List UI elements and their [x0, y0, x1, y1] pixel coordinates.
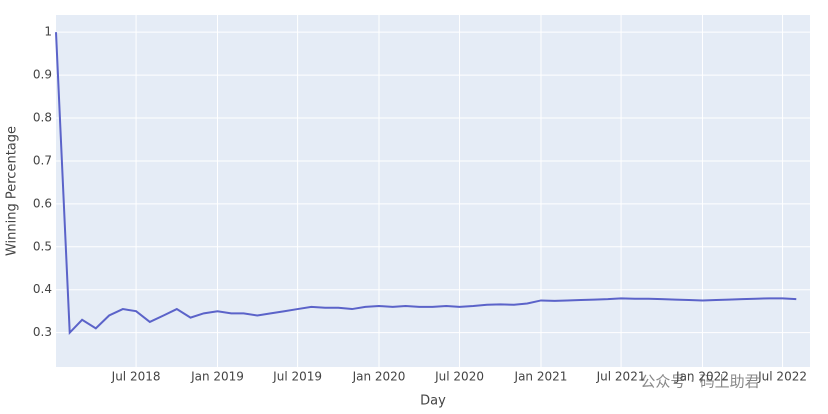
y-tick-label: 0.5 — [33, 239, 52, 253]
x-tick-label: Jan 2020 — [352, 370, 406, 384]
y-tick-label: 0.4 — [33, 282, 52, 296]
y-tick-label: 0.6 — [33, 196, 52, 210]
grid — [56, 15, 810, 367]
x-axis-title: Day — [420, 394, 446, 409]
y-tick-label: 0.8 — [33, 111, 52, 125]
x-tick-label: Jul 2019 — [272, 370, 322, 384]
x-tick-label: Jul 2022 — [757, 370, 807, 384]
line — [55, 32, 797, 336]
plot-area — [56, 15, 810, 367]
y-tick-label: 0.3 — [33, 325, 52, 339]
x-tick-label: Jan 2021 — [514, 370, 568, 384]
watermark: 公众号 · 码上助君 — [640, 373, 759, 391]
x-tick-label: Jan 2022 — [675, 370, 729, 384]
x-tick-label: Jan 2019 — [190, 370, 244, 384]
x-tick-label: Jul 2020 — [434, 370, 484, 384]
y-axis-title: Winning Percentage — [5, 126, 20, 256]
marks — [55, 32, 797, 336]
y-tick-label: 0.7 — [33, 153, 52, 167]
y-tick-label: 0.9 — [33, 68, 52, 82]
x-tick-label: Jul 2021 — [596, 370, 646, 384]
x-tick-label: Jul 2018 — [111, 370, 161, 384]
y-tick-label: 1 — [44, 25, 52, 39]
